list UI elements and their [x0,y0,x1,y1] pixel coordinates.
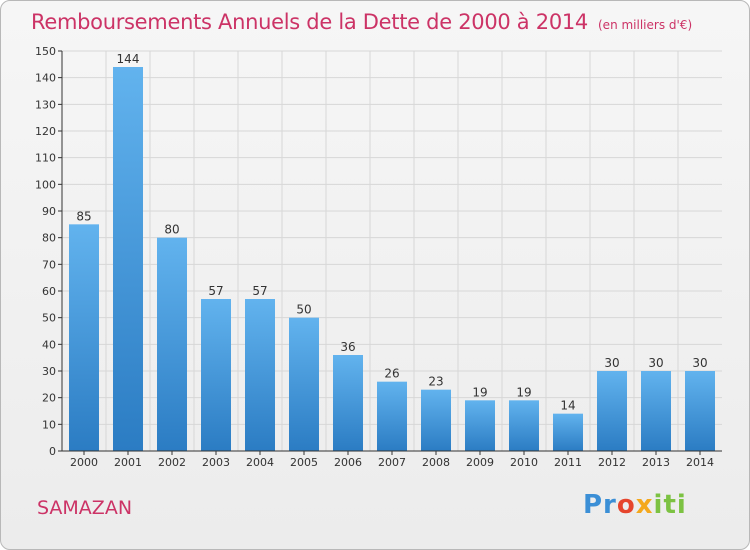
y-tick-label: 0 [49,445,56,458]
data-label: 23 [428,375,443,389]
y-tick-label: 130 [35,98,56,111]
x-tick-label: 2010 [510,456,538,469]
x-tick-label: 2012 [598,456,626,469]
y-tick-label: 120 [35,125,56,138]
data-label: 85 [76,209,91,223]
y-tick-label: 40 [42,338,56,351]
y-tick-label: 110 [35,152,56,165]
data-label: 50 [296,303,311,317]
bar [377,381,407,451]
bar [509,400,539,451]
x-tick-label: 2001 [114,456,142,469]
data-label: 36 [340,340,355,354]
data-label: 30 [604,356,619,370]
y-tick-label: 20 [42,392,56,405]
x-tick-label: 2002 [158,456,186,469]
logo-part: iti [653,490,687,520]
bar [421,389,451,451]
bar [69,224,99,451]
chart-title: Remboursements Annuels de la Dette de 20… [31,10,692,34]
town-name: SAMAZAN [37,497,133,519]
data-label: 30 [692,356,707,370]
y-tick-label: 100 [35,178,56,191]
y-tick-label: 90 [42,205,56,218]
bar [289,317,319,451]
data-label: 30 [648,356,663,370]
x-tick-label: 2013 [642,456,670,469]
title-unit: (en milliers d'€) [598,18,693,32]
data-label: 14 [560,399,575,413]
logo-part: o [616,490,636,520]
data-label: 19 [516,385,531,399]
bar [641,371,671,451]
logo-part: x [635,490,654,520]
x-tick-label: 2003 [202,456,230,469]
x-tick-label: 2011 [554,456,582,469]
y-tick-label: 50 [42,312,56,325]
bar [333,355,363,451]
bar [597,371,627,451]
y-tick-label: 60 [42,285,56,298]
bar [157,237,187,451]
bar [201,299,231,451]
x-tick-label: 2006 [334,456,362,469]
data-label: 80 [164,223,179,237]
bars [69,67,715,451]
bar [113,67,143,451]
data-label: 19 [472,385,487,399]
data-label: 57 [252,284,267,298]
x-tick-label: 2009 [466,456,494,469]
bar [553,413,583,451]
bar [245,299,275,451]
data-label: 57 [208,284,223,298]
y-tick-label: 80 [42,232,56,245]
title-text: Remboursements Annuels de la Dette de 20… [31,10,588,34]
x-tick-label: 2007 [378,456,406,469]
x-tick-label: 2005 [290,456,318,469]
x-tick-label: 2014 [686,456,714,469]
y-tick-label: 30 [42,365,56,378]
proxiti-logo[interactable]: Proxiti [583,490,687,520]
y-tick-label: 70 [42,258,56,271]
x-tick-label: 2004 [246,456,274,469]
logo-part: Pr [583,490,617,520]
y-tick-label: 140 [35,72,56,85]
x-tick-label: 2008 [422,456,450,469]
axes [58,50,722,455]
x-tick-label: 2000 [70,456,98,469]
y-tick-label: 10 [42,418,56,431]
labels: 0 10 20 30 40 50 60 70 80 90 100 110 120 130 140 150 85 2… [35,45,714,469]
bar [465,400,495,451]
y-tick-label: 150 [35,45,56,58]
data-label: 26 [384,367,399,381]
bar [685,371,715,451]
data-label: 144 [117,52,140,66]
